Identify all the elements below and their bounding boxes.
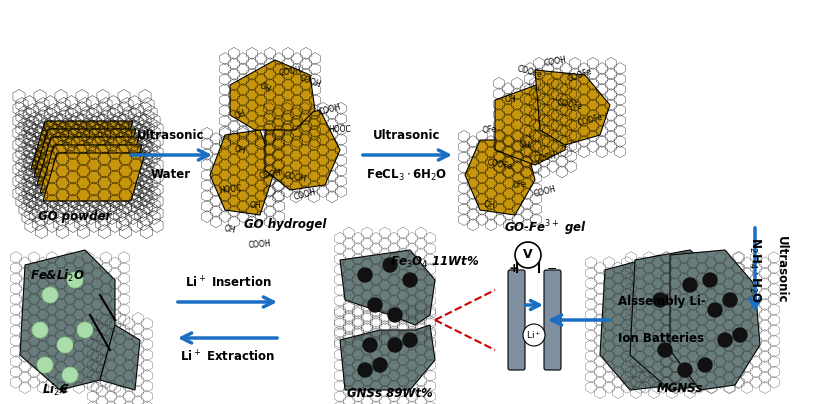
Polygon shape — [670, 250, 760, 390]
Text: Li$_2$C: Li$_2$C — [42, 382, 69, 398]
Circle shape — [403, 333, 417, 347]
Text: OH: OH — [233, 109, 247, 121]
FancyBboxPatch shape — [508, 270, 525, 370]
Polygon shape — [34, 129, 136, 177]
Text: Li$^+$ Insertion: Li$^+$ Insertion — [185, 276, 271, 291]
Polygon shape — [40, 145, 142, 193]
Circle shape — [373, 358, 387, 372]
Text: OH: OH — [249, 200, 261, 210]
Circle shape — [383, 258, 397, 272]
Polygon shape — [31, 121, 133, 169]
Text: FeCL$_3\cdot$6H$_2$O: FeCL$_3\cdot$6H$_2$O — [366, 168, 448, 183]
Text: N$_2$H$_4\cdot$H$_2$O: N$_2$H$_4\cdot$H$_2$O — [747, 237, 762, 303]
Text: COOH: COOH — [318, 103, 342, 117]
Circle shape — [42, 287, 58, 303]
Text: Ion Batteries: Ion Batteries — [618, 332, 704, 345]
Polygon shape — [465, 140, 535, 215]
Circle shape — [733, 328, 747, 342]
Text: +: + — [509, 261, 520, 274]
Polygon shape — [20, 250, 115, 390]
Text: GO powder: GO powder — [38, 210, 112, 223]
Polygon shape — [210, 130, 275, 215]
Circle shape — [368, 298, 382, 312]
Text: COOFe: COOFe — [516, 64, 543, 80]
Circle shape — [523, 324, 545, 346]
Text: Ultrasonic: Ultrasonic — [373, 129, 440, 142]
Text: Ultrasonic: Ultrasonic — [137, 129, 205, 142]
Circle shape — [37, 357, 53, 373]
Text: GO hydrogel: GO hydrogel — [243, 218, 326, 231]
Circle shape — [388, 308, 402, 322]
Circle shape — [658, 343, 672, 357]
Text: COOH: COOH — [283, 172, 307, 184]
Circle shape — [358, 363, 372, 377]
Circle shape — [77, 322, 93, 338]
Text: COOFe: COOFe — [577, 112, 604, 128]
Text: HOOC: HOOC — [218, 185, 242, 196]
Text: OH: OH — [504, 95, 516, 105]
Circle shape — [515, 242, 541, 268]
Text: OH: OH — [257, 81, 272, 95]
Circle shape — [698, 358, 712, 372]
Polygon shape — [100, 325, 140, 390]
Polygon shape — [43, 153, 145, 201]
Text: COOFe: COOFe — [556, 98, 583, 112]
Text: HOOC: HOOC — [328, 126, 351, 135]
Text: COOH: COOH — [258, 168, 282, 181]
Circle shape — [653, 293, 667, 307]
Polygon shape — [37, 137, 139, 185]
Polygon shape — [495, 80, 570, 165]
Text: COOFe: COOFe — [566, 66, 594, 84]
Text: COOH: COOH — [248, 240, 272, 250]
Polygon shape — [340, 250, 435, 325]
FancyBboxPatch shape — [544, 270, 561, 370]
Text: OFe: OFe — [512, 180, 528, 190]
Text: OH: OH — [233, 144, 247, 156]
Circle shape — [708, 303, 722, 317]
Text: Li$^+$: Li$^+$ — [526, 329, 542, 341]
Text: COOH: COOH — [292, 188, 317, 202]
Circle shape — [32, 322, 48, 338]
Circle shape — [388, 338, 402, 352]
Text: $-$: $-$ — [547, 261, 557, 274]
Circle shape — [703, 273, 717, 287]
Text: OH: OH — [224, 225, 236, 236]
Text: Ultrasonic: Ultrasonic — [775, 236, 788, 304]
Text: MGNSs: MGNSs — [657, 382, 703, 395]
Polygon shape — [265, 110, 340, 190]
Text: COOH: COOH — [278, 65, 302, 78]
Text: V: V — [523, 248, 533, 261]
Circle shape — [718, 333, 732, 347]
Polygon shape — [230, 60, 315, 130]
Text: OH: OH — [519, 140, 531, 150]
Circle shape — [57, 337, 73, 353]
Circle shape — [363, 338, 377, 352]
Polygon shape — [600, 255, 695, 390]
Text: Fe&Li$_2$O: Fe&Li$_2$O — [30, 268, 85, 284]
Text: OH: OH — [484, 200, 496, 210]
Circle shape — [403, 273, 417, 287]
Circle shape — [67, 272, 83, 288]
Text: COOH: COOH — [533, 185, 557, 199]
Text: COOFe: COOFe — [487, 158, 513, 172]
Circle shape — [683, 278, 697, 292]
Polygon shape — [340, 325, 435, 390]
Text: Alssembly Li-: Alssembly Li- — [618, 295, 706, 308]
Circle shape — [678, 363, 692, 377]
Text: Fe$_3$O$_4$ 11Wt%: Fe$_3$O$_4$ 11Wt% — [390, 255, 480, 270]
Text: COOH: COOH — [533, 152, 557, 164]
Text: Water: Water — [151, 168, 191, 181]
Polygon shape — [535, 70, 610, 145]
Text: OFe: OFe — [482, 125, 498, 135]
Text: GNSs 89Wt%: GNSs 89Wt% — [347, 387, 433, 400]
Text: COOH: COOH — [543, 56, 567, 68]
Circle shape — [62, 367, 78, 383]
Text: COOH: COOH — [297, 74, 322, 90]
Polygon shape — [630, 250, 730, 390]
Circle shape — [723, 293, 737, 307]
Text: GO-Fe$^{3+}$ gel: GO-Fe$^{3+}$ gel — [503, 218, 587, 238]
Text: Li$^+$ Extraction: Li$^+$ Extraction — [181, 349, 275, 364]
Circle shape — [358, 268, 372, 282]
